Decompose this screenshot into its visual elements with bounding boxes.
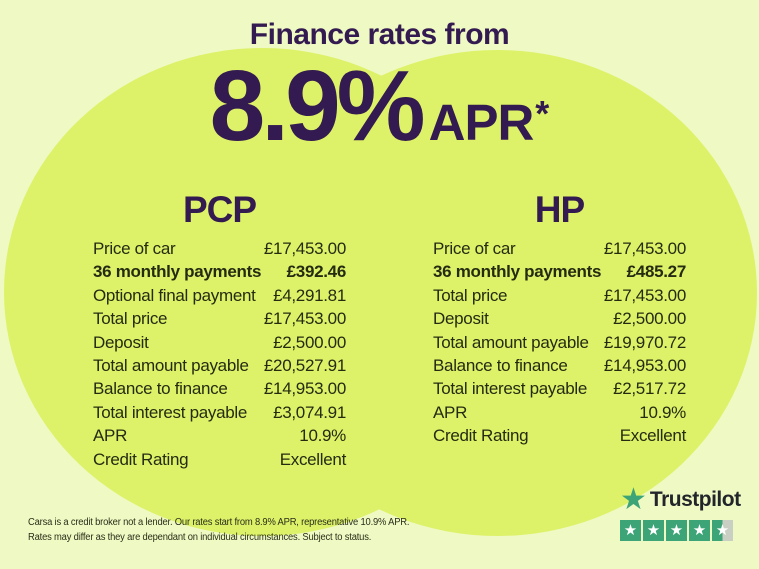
disclaimer-line-2: Rates may differ as they are dependant o… (28, 531, 372, 543)
row-value: £19,970.72 (603, 332, 686, 352)
table-row-total-interest-payable: Total interest payable £3,074.91 (93, 401, 346, 424)
table-row-total-interest-payable: Total interest payable £2,517.72 (433, 377, 686, 400)
row-label: Credit Rating (433, 426, 529, 446)
hp-title: HP (534, 189, 585, 230)
row-value: £4,291.81 (273, 285, 346, 305)
table-row-total-price: Total price £17,453.00 (433, 284, 686, 307)
table-row-balance-to-finance: Balance to finance £14,953.00 (433, 354, 686, 377)
row-label: APR (433, 402, 468, 422)
pcp-rows: Price of car £17,453.00 36 monthly payme… (93, 237, 346, 471)
row-label: Balance to finance (93, 379, 228, 399)
row-value: £485.27 (626, 262, 687, 282)
row-value: Excellent (619, 426, 687, 446)
trustpilot-full-star-icon: ★ (666, 520, 687, 541)
legal-disclaimer: Carsa is a credit broker not a lender. O… (28, 516, 432, 545)
table-row-balance-to-finance: Balance to finance £14,953.00 (93, 377, 346, 400)
rate-asterisk: * (535, 93, 550, 134)
row-label: Price of car (433, 239, 516, 258)
trustpilot-widget: ★ Trustpilot ★ ★ ★ ★ ★ (620, 483, 741, 541)
table-row-apr: APR 10.9% (433, 401, 686, 424)
table-row-monthly-payments: 36 monthly payments £485.27 (433, 260, 686, 283)
row-label: Price of car (93, 239, 176, 258)
row-label: Balance to finance (433, 356, 568, 376)
row-label: Total price (93, 309, 168, 329)
table-row-total-amount-payable: Total amount payable £19,970.72 (433, 331, 686, 354)
rate-suffix: APR (428, 94, 535, 151)
row-label: Deposit (433, 309, 489, 329)
row-value: £2,500.00 (613, 309, 686, 329)
pcp-table: PCP Price of car £17,453.00 36 monthly p… (93, 189, 346, 471)
headline-rate: 8.9% APR * (0, 56, 759, 156)
row-label: Total price (433, 285, 508, 305)
row-label: Total interest payable (433, 379, 588, 399)
rate-value: 8.9% (209, 50, 426, 162)
row-label: 36 monthly payments (93, 262, 262, 282)
row-label: Total amount payable (93, 356, 249, 376)
page-title: Finance rates from (249, 18, 510, 51)
disclaimer-line-1: Carsa is a credit broker not a lender. O… (28, 517, 410, 528)
row-value: £17,453.00 (603, 239, 686, 258)
row-value: 10.9% (639, 402, 686, 422)
trustpilot-full-star-icon: ★ (689, 520, 710, 541)
trustpilot-full-star-icon: ★ (620, 520, 641, 541)
table-row-credit-rating: Credit Rating Excellent (93, 448, 346, 471)
row-value: 10.9% (299, 426, 346, 446)
row-label: Total amount payable (433, 332, 589, 352)
row-label: Total interest payable (93, 402, 248, 422)
table-row-price-of-car: Price of car £17,453.00 (433, 237, 686, 260)
row-value: £392.46 (286, 262, 347, 282)
row-value: Excellent (279, 449, 347, 469)
trustpilot-wordmark: Trustpilot (649, 488, 741, 511)
hp-rows: Price of car £17,453.00 36 monthly payme… (433, 237, 686, 448)
table-row-price-of-car: Price of car £17,453.00 (93, 237, 346, 260)
table-row-apr: APR 10.9% (93, 424, 346, 447)
table-row-deposit: Deposit £2,500.00 (433, 307, 686, 330)
row-label: Optional final payment (93, 285, 256, 305)
table-row-monthly-payments: 36 monthly payments £392.46 (93, 260, 346, 283)
row-value: £17,453.00 (263, 239, 346, 258)
trustpilot-half-star-icon: ★ (712, 520, 733, 541)
row-value: £2,500.00 (273, 332, 346, 352)
row-value: £17,453.00 (263, 309, 346, 329)
row-value: £3,074.91 (273, 402, 346, 422)
table-row-credit-rating: Credit Rating Excellent (433, 424, 686, 447)
pcp-title: PCP (182, 189, 257, 230)
trustpilot-star-icon: ★ (620, 483, 647, 516)
row-value: £20,527.91 (263, 356, 346, 376)
row-label: Credit Rating (93, 449, 189, 469)
row-value: £14,953.00 (603, 356, 686, 376)
trustpilot-full-star-icon: ★ (643, 520, 664, 541)
row-label: APR (93, 426, 128, 446)
table-row-deposit: Deposit £2,500.00 (93, 331, 346, 354)
background-circle-right (238, 50, 757, 536)
table-row-total-price: Total price £17,453.00 (93, 307, 346, 330)
row-label: 36 monthly payments (433, 262, 602, 282)
table-row-optional-final-payment: Optional final payment £4,291.81 (93, 284, 346, 307)
table-row-total-amount-payable: Total amount payable £20,527.91 (93, 354, 346, 377)
trustpilot-rating-stars: ★ ★ ★ ★ ★ (620, 520, 741, 541)
row-value: £14,953.00 (263, 379, 346, 399)
row-label: Deposit (93, 332, 149, 352)
trustpilot-logo: ★ Trustpilot (620, 483, 741, 516)
row-value: £2,517.72 (613, 379, 686, 399)
row-value: £17,453.00 (603, 285, 686, 305)
hp-table: HP Price of car £17,453.00 36 monthly pa… (433, 189, 686, 448)
